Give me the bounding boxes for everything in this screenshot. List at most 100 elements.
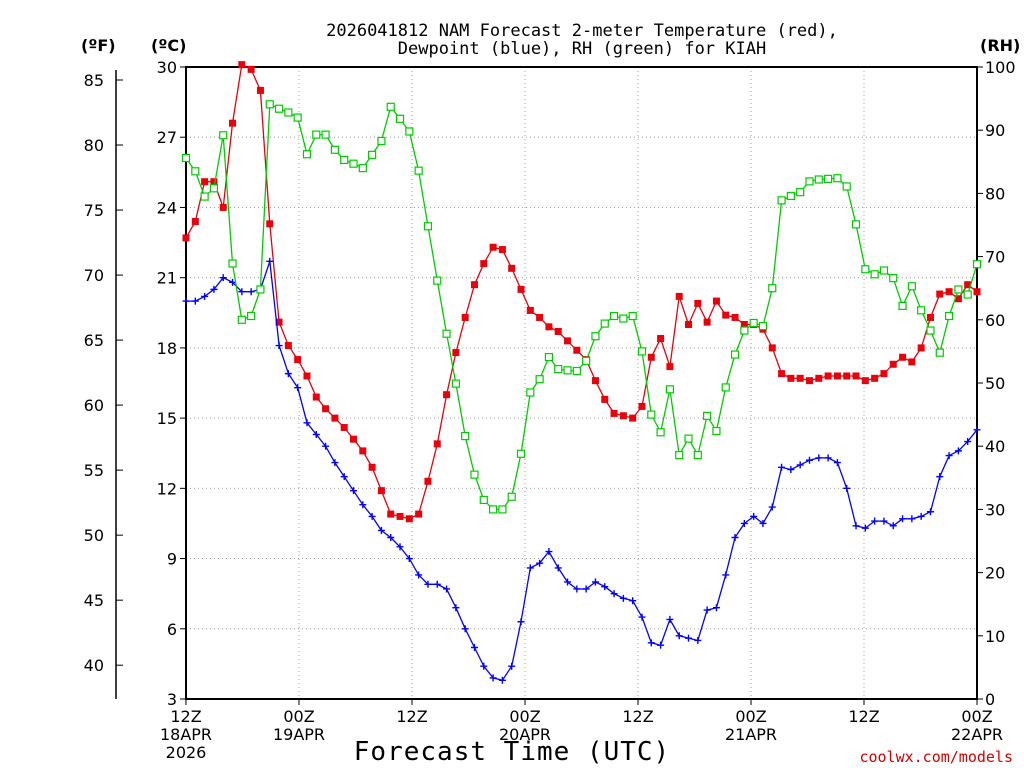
temperature-point <box>284 342 292 350</box>
rh-point <box>842 182 851 191</box>
rh-point <box>405 127 414 136</box>
gridlines <box>186 67 977 699</box>
dewpoint-point <box>219 274 227 282</box>
dewpoint-line <box>186 261 978 682</box>
temperature-point <box>722 311 730 319</box>
dewpoint-point <box>601 583 609 591</box>
x-tick-time-label: 00Z <box>735 707 766 726</box>
dewpoint-point <box>917 512 925 520</box>
dewpoint-point <box>843 484 851 492</box>
temperature-point <box>815 374 823 382</box>
dewpoint-point <box>350 487 358 495</box>
dewpoint-point <box>536 559 544 567</box>
dewpoint-point <box>480 662 488 670</box>
celsius-tick-label: 12 <box>157 479 177 498</box>
temperature-point <box>926 313 934 321</box>
rh-point <box>349 159 358 168</box>
temperature-point <box>219 203 227 211</box>
dewpoint-point <box>722 571 730 579</box>
rh-point <box>889 273 898 283</box>
rh-point <box>461 431 470 441</box>
temperature-point <box>545 323 553 331</box>
temperature-point <box>657 335 665 343</box>
celsius-tick-label: 21 <box>157 269 177 288</box>
temperature-point <box>610 409 618 417</box>
rh-point <box>907 282 916 291</box>
temperature-point <box>973 288 981 296</box>
dewpoint-point <box>871 517 879 525</box>
dewpoint-point <box>461 625 469 633</box>
fahrenheit-tick-label: 65 <box>84 331 104 350</box>
dewpoint-point <box>675 632 683 640</box>
fahrenheit-tick-label: 60 <box>84 396 104 415</box>
temperature-point <box>229 119 237 127</box>
celsius-tick-label: 24 <box>157 198 177 217</box>
dewpoint-point <box>852 522 860 530</box>
temperature-point <box>322 405 330 413</box>
dewpoint-point <box>498 676 506 684</box>
rh-point <box>675 450 684 460</box>
fahrenheit-unit-label: (ºF) <box>81 36 116 55</box>
temperature-point <box>573 346 581 354</box>
dewpoint-point <box>833 459 841 467</box>
temperature-point <box>266 220 274 228</box>
dewpoint-point <box>926 508 934 516</box>
rh-point <box>535 375 544 384</box>
temperature-point <box>350 435 358 443</box>
x-tick-time-label: 12Z <box>622 707 653 726</box>
rh-point <box>917 306 926 315</box>
rh-point <box>284 108 293 117</box>
rh-point <box>368 150 377 159</box>
temperature-point <box>591 377 599 385</box>
dewpoint-point <box>694 636 702 644</box>
rh-tick-label: 30 <box>985 500 1005 519</box>
x-axis-label: Forecast Time (UTC) <box>354 737 670 767</box>
temperature-point <box>191 217 199 225</box>
temperature-point <box>917 344 925 352</box>
data-series <box>181 61 982 684</box>
rh-point <box>219 131 228 140</box>
temperature-point <box>424 477 432 485</box>
rh-point <box>247 311 256 321</box>
temperature-point <box>247 65 255 73</box>
celsius-tick-label: 30 <box>157 58 177 77</box>
temperature-point <box>303 372 311 380</box>
rh-tick-label: 100 <box>985 58 1016 77</box>
rh-point <box>703 411 712 420</box>
rh-point <box>563 366 572 375</box>
x-tick-date-label: 21APR <box>725 725 777 744</box>
rh-point <box>609 311 619 321</box>
temperature-point <box>312 393 320 401</box>
dewpoint-point <box>387 533 395 541</box>
dewpoint-point <box>396 543 404 551</box>
temperature-point <box>526 306 534 314</box>
rh-point <box>293 113 302 122</box>
rh-point <box>498 505 507 514</box>
temperature-point <box>275 318 283 326</box>
rh-line <box>185 103 978 511</box>
x-tick-time-label: 00Z <box>961 707 992 726</box>
rh-point <box>414 166 423 175</box>
temperature-point <box>387 510 395 518</box>
temperature-point <box>796 374 804 382</box>
rh-point <box>721 383 730 392</box>
dewpoint-point <box>591 578 599 586</box>
temperature-point <box>629 414 637 422</box>
celsius-tick-label: 3 <box>167 690 177 709</box>
rh-point <box>851 220 861 229</box>
dewpoint-point <box>322 442 330 450</box>
x-tick-date-label: 19APR <box>273 725 325 744</box>
temperature-point <box>331 414 339 422</box>
rh-point <box>637 347 647 356</box>
dewpoint-point <box>657 641 665 649</box>
temperature-point <box>694 299 702 307</box>
temperature-point <box>833 372 841 380</box>
rh-tick-label: 80 <box>985 184 1005 203</box>
dewpoint-point <box>312 430 320 438</box>
temperature-point <box>564 337 572 345</box>
temperature-point <box>908 358 916 366</box>
dewpoint-point <box>759 519 767 527</box>
dewpoint-point <box>517 618 525 626</box>
x-tick-time-label: 12Z <box>170 707 201 726</box>
rh-point <box>302 150 312 159</box>
